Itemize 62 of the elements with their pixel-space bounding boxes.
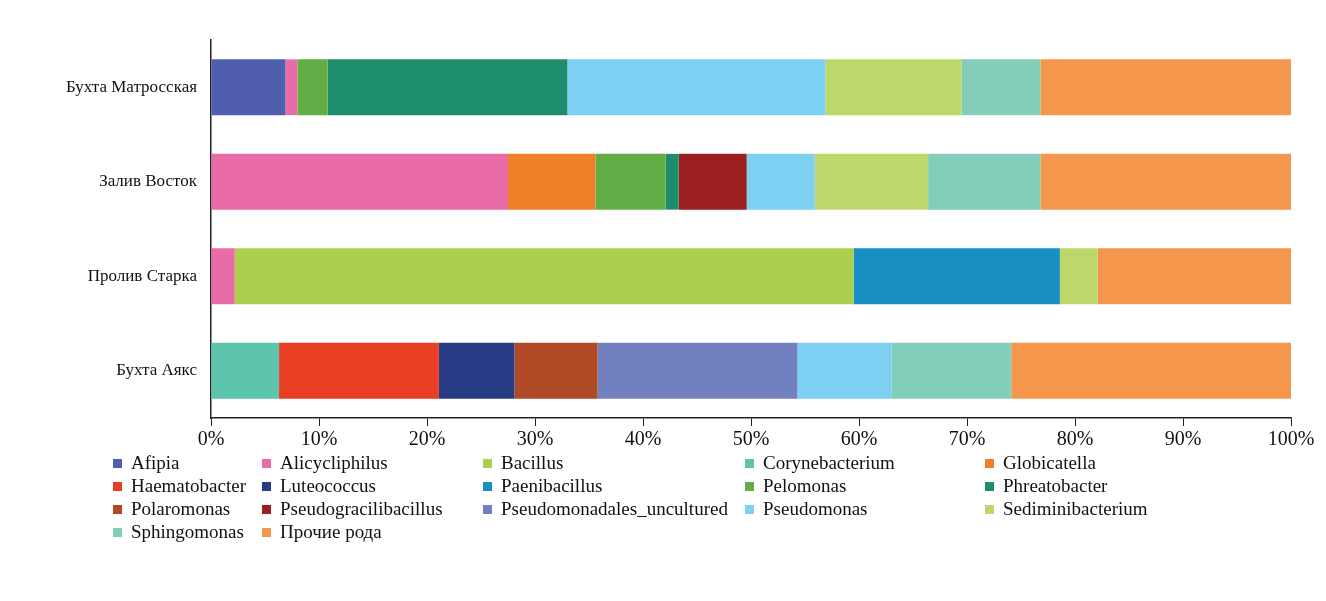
legend-label: Bacillus bbox=[501, 452, 564, 474]
legend-label: Corynebacterium bbox=[763, 452, 895, 474]
bar bbox=[891, 342, 1012, 399]
legend-label: Afipia bbox=[131, 452, 180, 474]
legend-label: Phreatobacter bbox=[1003, 475, 1108, 497]
x-tick-label: 20% bbox=[408, 427, 446, 450]
legend-label: Pseudomonadales_uncultured bbox=[501, 498, 728, 520]
legend-label: Globicatella bbox=[1003, 452, 1096, 474]
bar bbox=[961, 59, 1041, 116]
x-tick-label: 30% bbox=[516, 427, 554, 450]
x-tick-label: 0% bbox=[197, 427, 225, 450]
bar bbox=[597, 342, 798, 399]
bar bbox=[853, 248, 1060, 305]
legend-label: Прочие рода bbox=[280, 521, 382, 543]
bar bbox=[211, 59, 286, 116]
bar bbox=[1011, 342, 1291, 399]
legend-label: Haematobacter bbox=[131, 475, 246, 497]
bar bbox=[211, 248, 235, 305]
bar bbox=[297, 59, 328, 116]
bar bbox=[797, 342, 892, 399]
bar bbox=[234, 248, 854, 305]
legend-label: Alicycliphilus bbox=[280, 452, 388, 474]
bar bbox=[211, 153, 508, 210]
bar bbox=[1059, 248, 1098, 305]
x-tick-label: 80% bbox=[1056, 427, 1094, 450]
bar bbox=[279, 342, 439, 399]
bar bbox=[825, 59, 962, 116]
legend-label: Paenibacillus bbox=[501, 475, 603, 497]
bar bbox=[665, 153, 679, 210]
bar bbox=[514, 342, 598, 399]
x-tick-label: 10% bbox=[300, 427, 338, 450]
bar bbox=[508, 153, 596, 210]
x-tick-label: 70% bbox=[948, 427, 986, 450]
legend-label: Sediminibacterium bbox=[1003, 498, 1148, 520]
bar bbox=[928, 153, 1041, 210]
legend-label: Pseudomonas bbox=[763, 498, 868, 520]
x-tick-label: 90% bbox=[1164, 427, 1202, 450]
bar bbox=[1040, 59, 1291, 116]
legend-label: Luteococcus bbox=[280, 475, 377, 497]
bar bbox=[678, 153, 747, 210]
x-tick-label: 50% bbox=[732, 427, 770, 450]
y-tick-label: Бухта Аякс bbox=[116, 360, 198, 380]
x-tick-label: 40% bbox=[624, 427, 662, 450]
bar bbox=[211, 342, 280, 399]
y-tick-label: Пролив Старка bbox=[87, 265, 198, 285]
x-tick-label: 100% bbox=[1267, 427, 1315, 450]
bar bbox=[285, 59, 298, 116]
legend-label: Sphingomonas bbox=[131, 521, 244, 543]
bar bbox=[595, 153, 666, 210]
bar bbox=[1097, 248, 1291, 305]
bar bbox=[567, 59, 826, 116]
bar bbox=[327, 59, 568, 116]
legend-label: Pseudogracilibacillus bbox=[280, 498, 443, 520]
legend-label: Polaromonas bbox=[131, 498, 231, 520]
y-tick-label: Бухта Матросская bbox=[65, 76, 198, 96]
y-tick-label: Залив Восток bbox=[99, 171, 198, 191]
legend-label: Pelomonas bbox=[763, 475, 847, 497]
x-tick-label: 60% bbox=[840, 427, 878, 450]
bar bbox=[1040, 153, 1291, 210]
bar bbox=[814, 153, 929, 210]
bar bbox=[438, 342, 515, 399]
bar bbox=[746, 153, 815, 210]
